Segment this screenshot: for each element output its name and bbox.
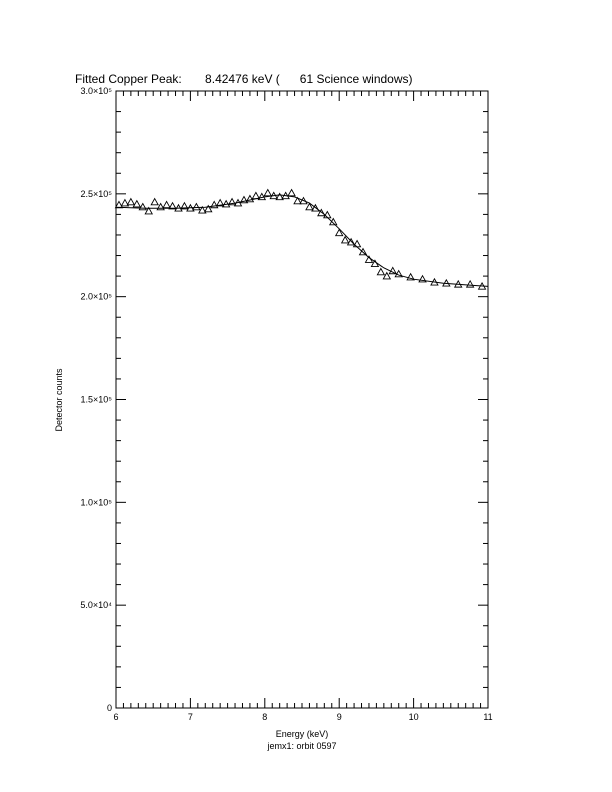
triangle-marker xyxy=(340,235,350,244)
triangle-marker xyxy=(317,208,326,217)
x-tick-label: 11 xyxy=(483,712,492,722)
x-axis-label: Energy (keV) xyxy=(276,729,329,739)
subtitle: jemx1: orbit 0597 xyxy=(266,741,336,751)
x-tick-label: 8 xyxy=(262,712,267,722)
triangle-marker xyxy=(311,203,320,212)
triangle-marker xyxy=(275,192,284,201)
triangle-marker xyxy=(376,267,386,276)
y-tick-label: 2.5×10⁵ xyxy=(80,189,112,199)
triangle-marker xyxy=(168,201,177,210)
triangle-marker xyxy=(144,206,154,215)
triangle-marker xyxy=(239,195,249,204)
x-tick-label: 10 xyxy=(409,712,419,722)
triangle-marker xyxy=(358,247,368,256)
y-tick-label: 1.5×10⁵ xyxy=(80,395,112,405)
triangle-marker xyxy=(215,198,225,207)
x-tick-label: 6 xyxy=(113,712,118,722)
triangle-marker xyxy=(406,272,415,281)
chart-title: Fitted Copper Peak: 8.42476 keV ( 61 Sci… xyxy=(75,72,413,86)
triangle-marker xyxy=(293,196,302,205)
x-tick-label: 7 xyxy=(188,712,193,722)
triangle-marker xyxy=(245,194,255,203)
y-tick-label: 3.0×10⁵ xyxy=(80,86,112,96)
triangle-marker xyxy=(388,266,398,275)
triangle-marker xyxy=(287,188,296,197)
fit-line xyxy=(115,194,489,287)
triangle-marker xyxy=(138,202,148,211)
y-tick-label: 0 xyxy=(107,703,112,713)
triangle-marker xyxy=(263,188,273,197)
triangle-marker xyxy=(180,201,189,210)
triangle-marker xyxy=(126,197,136,206)
triangle-marker xyxy=(203,204,213,213)
triangle-marker xyxy=(299,196,308,205)
triangle-marker xyxy=(209,200,219,209)
y-tick-label: 1.0×10⁵ xyxy=(80,497,112,507)
triangle-marker xyxy=(418,274,427,283)
triangle-marker xyxy=(305,202,314,211)
triangle-marker xyxy=(156,202,165,211)
x-tick-label: 9 xyxy=(337,712,342,722)
triangle-marker xyxy=(132,199,142,208)
y-tick-label: 2.0×10⁵ xyxy=(80,292,112,302)
triangle-marker xyxy=(150,197,159,206)
triangle-marker xyxy=(120,198,130,207)
triangle-marker xyxy=(334,228,344,237)
triangle-marker xyxy=(227,197,237,206)
triangle-marker xyxy=(382,271,392,280)
triangle-marker xyxy=(257,192,267,201)
triangle-marker xyxy=(465,279,475,288)
triangle-marker xyxy=(346,237,356,246)
y-tick-label: 5.0×10⁴ xyxy=(80,600,112,610)
triangle-marker xyxy=(198,205,207,214)
triangle-marker xyxy=(192,202,201,211)
y-axis-label: Detector counts xyxy=(54,368,64,432)
